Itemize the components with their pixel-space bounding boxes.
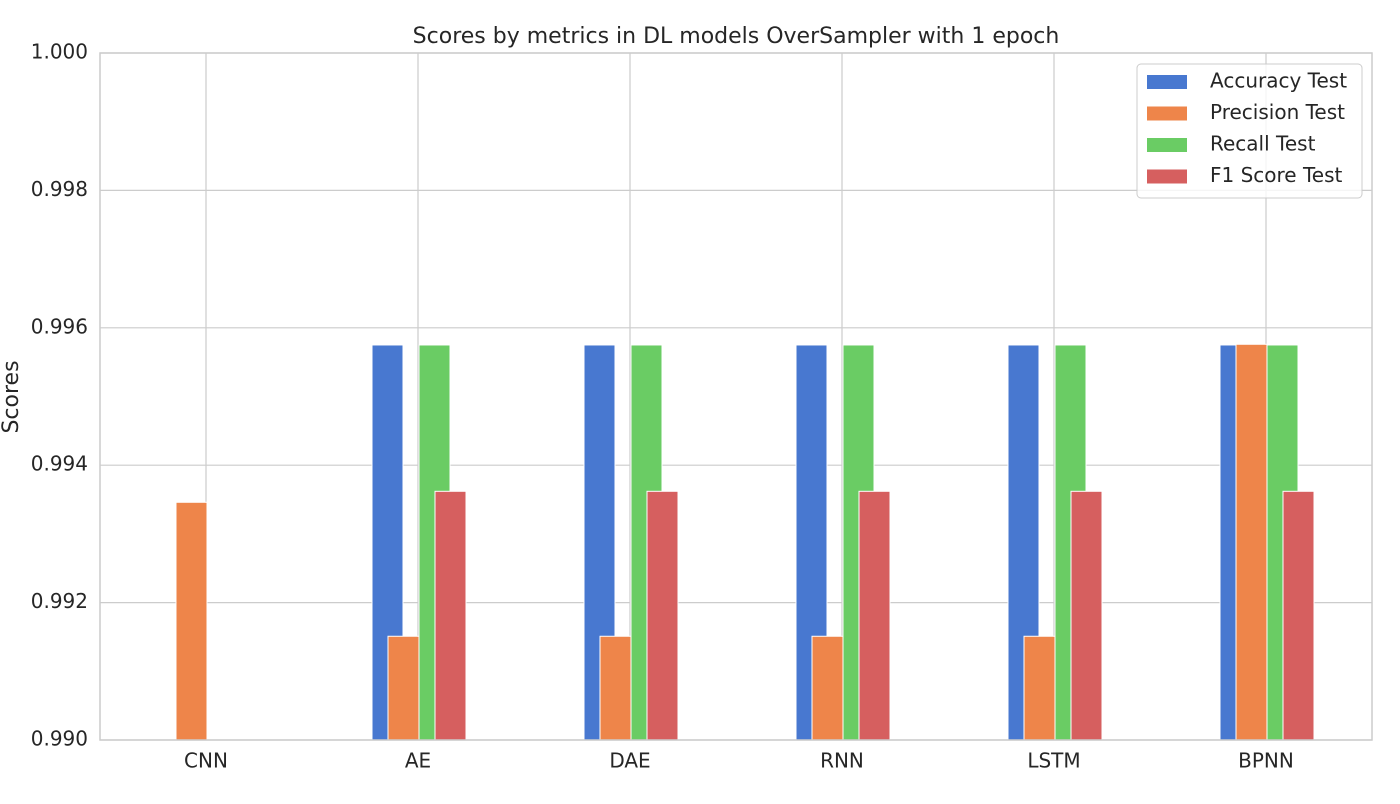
legend-box	[1136, 63, 1363, 199]
bar	[1070, 490, 1103, 741]
legend-swatch	[1147, 169, 1187, 184]
y-tick-label: 0.992	[31, 589, 88, 613]
x-tick-label: CNN	[184, 749, 228, 773]
bar	[434, 490, 467, 741]
chart-title: Scores by metrics in DL models OverSampl…	[413, 24, 1060, 49]
bar	[1023, 635, 1056, 741]
bar	[858, 490, 891, 741]
bar	[1282, 490, 1315, 741]
x-tick-label: DAE	[609, 749, 650, 773]
y-tick-label: 0.990	[31, 727, 88, 751]
bar	[646, 490, 679, 741]
legend-swatch	[1147, 75, 1187, 89]
legend-label: Precision Test	[1210, 100, 1345, 124]
y-tick-label: 0.996	[31, 314, 88, 338]
x-tick-label: RNN	[820, 749, 864, 773]
bar	[175, 501, 208, 741]
y-axis-label: Scores	[0, 360, 24, 433]
x-tick-label: BPNN	[1238, 749, 1294, 773]
plot-frame	[99, 52, 1373, 741]
y-tick-label: 0.994	[31, 452, 88, 476]
bar	[599, 635, 632, 741]
bar	[1235, 343, 1268, 741]
legend-swatch	[1147, 106, 1187, 121]
y-tick-label: 1.000	[31, 40, 88, 64]
x-tick-label: AE	[405, 749, 431, 773]
x-tick-label: LSTM	[1027, 749, 1080, 773]
y-tick-label: 0.998	[31, 177, 88, 201]
bar	[387, 635, 420, 741]
bar	[811, 635, 844, 741]
legend-label: Recall Test	[1210, 132, 1316, 156]
legend-label: F1 Score Test	[1210, 163, 1343, 187]
legend-swatch	[1147, 138, 1187, 152]
legend-label: Accuracy Test	[1210, 69, 1347, 93]
